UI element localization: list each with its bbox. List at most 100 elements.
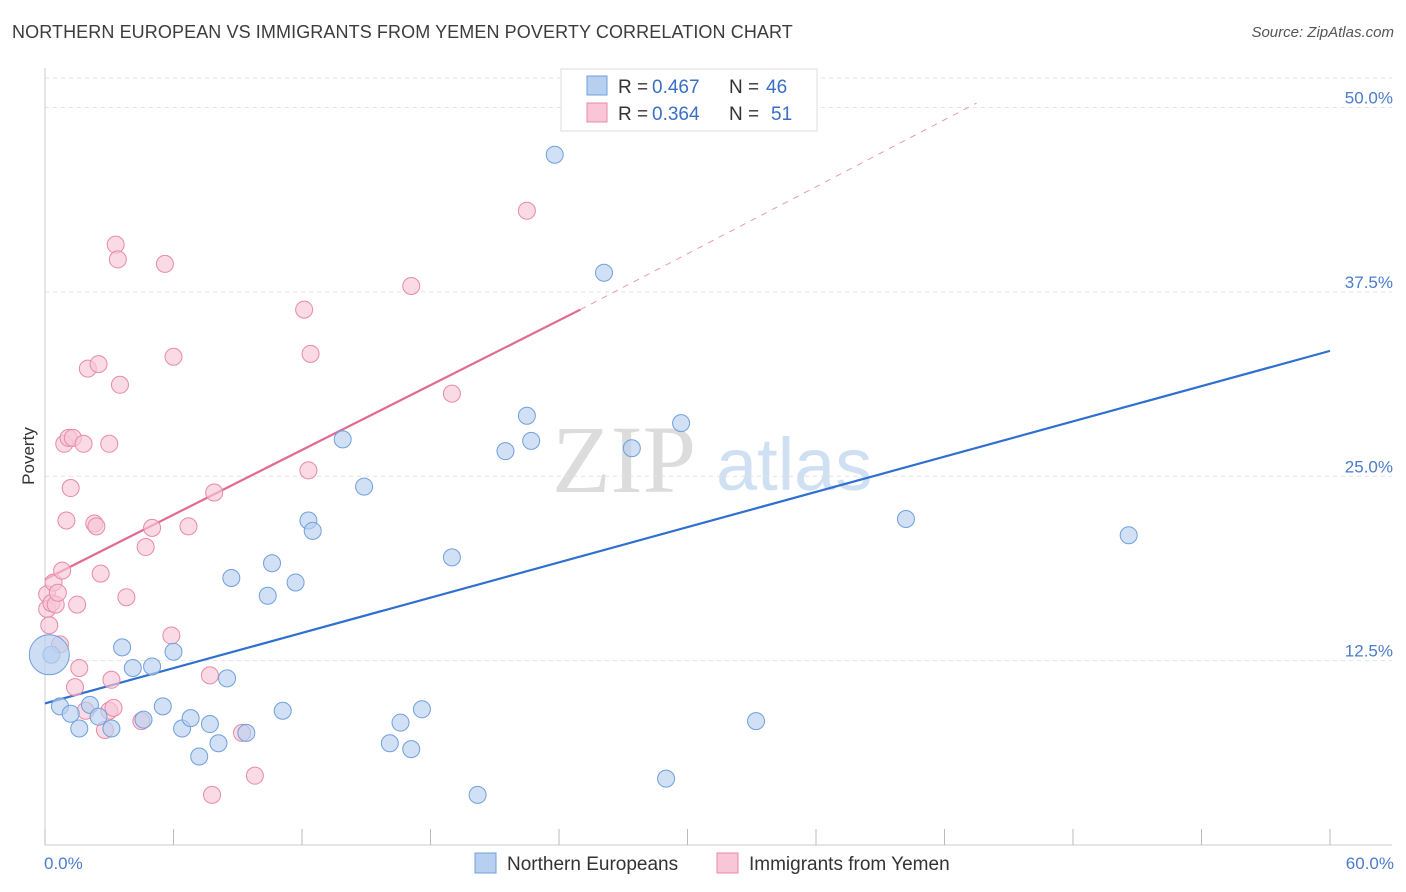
legend-swatch-yemen	[586, 102, 608, 123]
y-tick-label: 25.0%	[1345, 457, 1393, 476]
data-point-northern	[190, 747, 209, 766]
data-point-yemen	[155, 254, 174, 273]
data-point-yemen	[87, 517, 106, 536]
trend-line-extension-yemen	[580, 102, 977, 311]
legend-n-label-1: N =	[729, 77, 759, 98]
data-point-northern	[258, 586, 277, 605]
data-point-yemen	[74, 434, 93, 453]
data-point-northern	[70, 719, 89, 738]
data-point-northern	[222, 569, 241, 588]
data-point-northern	[303, 521, 322, 540]
data-point-yemen	[110, 375, 129, 394]
data-point-northern	[622, 439, 641, 458]
data-point-yemen	[517, 201, 536, 220]
data-point-yemen	[205, 483, 224, 502]
data-point-northern	[594, 263, 613, 282]
data-point-yemen	[53, 561, 72, 580]
data-point-yemen	[91, 564, 110, 583]
data-point-yemen	[117, 588, 136, 607]
data-point-northern	[333, 430, 352, 449]
data-point-yemen	[402, 276, 421, 295]
data-point-northern	[522, 431, 541, 450]
watermark-atlas: atlas	[716, 423, 872, 506]
legend-n-value-1: 46	[766, 77, 787, 98]
legend-n-value-2: 51	[771, 104, 792, 125]
data-point-northern	[218, 669, 237, 688]
data-point-northern	[442, 548, 461, 567]
data-point-northern	[61, 704, 80, 723]
trend-line-yemen	[44, 308, 581, 581]
chart-source: Source: ZipAtlas.com	[1251, 24, 1394, 41]
data-point-northern	[200, 715, 219, 734]
data-point-yemen	[57, 511, 76, 530]
data-point-northern	[545, 145, 564, 164]
data-point-northern	[412, 700, 431, 719]
data-point-northern	[164, 642, 183, 661]
y-tick-label: 50.0%	[1345, 89, 1393, 108]
data-point-yemen	[89, 355, 108, 374]
data-point-northern	[355, 477, 374, 496]
x-tick-label-min: 0.0%	[44, 854, 83, 873]
data-point-northern	[237, 723, 256, 742]
data-point-yemen	[70, 659, 89, 677]
data-point-yemen	[164, 347, 183, 366]
x-tick-label-max: 60.0%	[1346, 854, 1394, 873]
data-point-northern	[143, 657, 162, 676]
data-point-northern	[286, 573, 305, 592]
data-point-yemen	[245, 766, 264, 785]
legend-r-label-2: R =	[618, 104, 648, 125]
data-point-yemen	[203, 785, 222, 804]
data-point-northern	[657, 769, 676, 788]
legend-r-value-2: 0.364	[652, 104, 700, 125]
data-point-northern	[181, 709, 200, 728]
data-point-large-northern	[28, 634, 70, 676]
legend-n-label-2: N =	[729, 104, 759, 125]
data-point-yemen	[136, 538, 155, 557]
data-point-northern	[468, 785, 487, 804]
data-point-yemen	[40, 616, 59, 635]
data-point-northern	[1119, 526, 1138, 545]
data-point-northern	[672, 414, 691, 433]
data-point-northern	[263, 554, 282, 573]
data-point-yemen	[442, 384, 461, 403]
data-point-yemen	[200, 666, 219, 685]
data-point-northern	[380, 734, 399, 753]
data-point-northern	[153, 697, 172, 716]
data-point-yemen	[104, 698, 123, 717]
data-point-yemen	[102, 670, 121, 689]
y-tick-label: 12.5%	[1345, 642, 1393, 661]
data-point-northern	[102, 719, 121, 738]
data-point-northern	[402, 740, 421, 759]
data-point-northern	[273, 701, 292, 720]
data-point-northern	[134, 710, 153, 729]
watermark-zip: ZIP	[552, 406, 696, 513]
data-point-northern	[209, 734, 228, 753]
chart-title: NORTHERN EUROPEAN VS IMMIGRANTS FROM YEM…	[12, 22, 793, 42]
data-point-northern	[113, 638, 132, 657]
bottom-legend-label-northern: Northern Europeans	[507, 854, 678, 875]
bottom-legend-label-yemen: Immigrants from Yemen	[749, 854, 950, 875]
data-point-northern	[496, 442, 515, 461]
legend-swatch-northern	[586, 75, 608, 96]
data-point-yemen	[65, 678, 84, 697]
data-point-yemen	[179, 517, 198, 536]
data-point-yemen	[143, 518, 162, 537]
data-point-yemen	[61, 479, 80, 498]
data-point-yemen	[68, 595, 87, 614]
data-point-northern	[896, 510, 915, 529]
data-point-yemen	[108, 250, 127, 269]
y-axis-label: Poverty	[19, 427, 38, 485]
bottom-legend-swatch-northern	[474, 852, 497, 874]
data-point-northern	[517, 406, 536, 425]
legend-box: R = 0.467 N = 46 R = 0.364 N = 51	[560, 68, 818, 132]
y-tick-label: 37.5%	[1345, 273, 1393, 292]
legend-r-value-1: 0.467	[652, 77, 700, 98]
bottom-legend-swatch-yemen	[716, 852, 739, 874]
data-point-yemen	[106, 235, 125, 254]
trend-line-northern	[44, 349, 1331, 705]
data-point-yemen	[162, 626, 181, 645]
data-point-yemen	[48, 583, 67, 602]
data-point-northern	[89, 707, 108, 726]
data-point-yemen	[100, 434, 119, 453]
